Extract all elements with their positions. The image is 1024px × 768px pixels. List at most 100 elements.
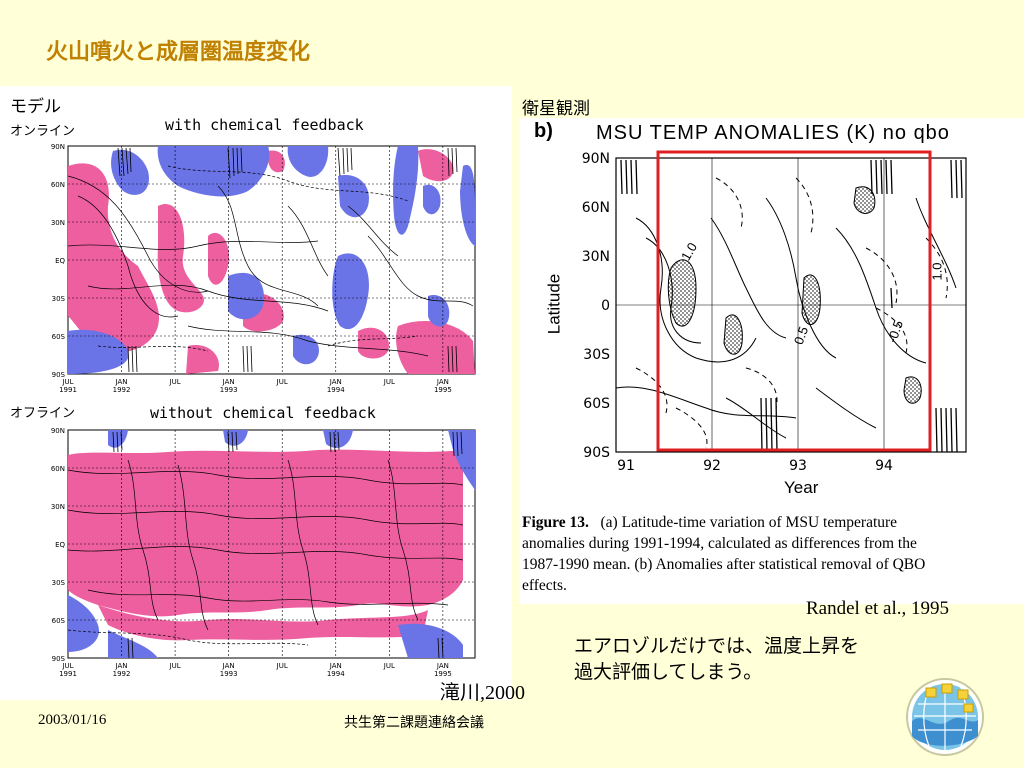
x-tick-label: JAN: [436, 378, 449, 386]
msu-ylabel: Latitude: [544, 273, 564, 335]
note-line: エアロゾルだけでは、温度上昇を: [574, 635, 860, 657]
footer-date: 2003/01/16: [38, 712, 107, 728]
footer-center: 共生第二課題連絡会議: [344, 715, 484, 731]
y-tick-label: 90N: [51, 427, 65, 435]
x-tick-label: 1991: [59, 670, 77, 678]
globe-logo-icon: [906, 678, 984, 756]
caption-line: anomalies during 1991-1994, calculated a…: [522, 535, 917, 552]
msu-contour-plot: 90N 60N 30N 0 30S 60S 90S 91 92 93 94: [582, 150, 967, 474]
x-tick-label: JAN: [222, 662, 235, 670]
positive-anomaly-region: [186, 345, 219, 374]
top-plot-title: with chemical feedback: [165, 116, 364, 134]
y-tick-label: 30S: [52, 295, 66, 303]
positive-anomaly-region: [68, 163, 159, 353]
x-tick-label: JUL: [61, 662, 73, 670]
negative-anomaly-region: [287, 146, 329, 177]
bottom-plot-title: without chemical feedback: [150, 404, 376, 422]
y-tick-label: 60N: [51, 465, 65, 473]
y-tick-label: EQ: [55, 541, 65, 549]
conclusion-note: エアロゾルだけでは、温度上昇を 過大評価してしまう。: [574, 633, 859, 685]
y-tick-label: 90S: [583, 445, 610, 461]
negative-anomaly-region: [332, 253, 369, 330]
panel-letter: b): [534, 120, 553, 142]
negative-anomaly-region: [428, 295, 450, 327]
y-tick-label: 30N: [51, 503, 65, 511]
positive-anomaly-region: [358, 327, 389, 359]
x-tick-label: 1994: [327, 670, 345, 678]
x-tick-label: JUL: [383, 378, 395, 386]
x-tick-label: JUL: [276, 662, 288, 670]
x-tick-label: JAN: [115, 378, 128, 386]
model-citation: 滝川,2000: [440, 682, 525, 704]
negative-anomaly-region: [68, 329, 129, 374]
y-tick-label: 60S: [52, 617, 66, 625]
y-tick-label: 90S: [52, 655, 66, 663]
positive-anomaly-region: [396, 321, 475, 374]
positive-anomaly-region: [267, 150, 285, 173]
x-tick-label: JAN: [329, 662, 342, 670]
x-tick-label: 1994: [327, 386, 345, 394]
y-tick-label: 0: [601, 298, 610, 314]
y-tick-label: 30N: [51, 219, 65, 227]
y-tick-label: 30N: [582, 249, 610, 265]
y-tick-label: 60N: [51, 181, 65, 189]
x-tick-label: 1995: [434, 386, 452, 394]
x-tick-label: 94: [875, 458, 893, 474]
x-tick-label: JUL: [169, 378, 181, 386]
observation-citation: Randel et al., 1995: [806, 598, 949, 619]
msu-plot-title: MSU TEMP ANOMALIES (K) no qbo: [596, 122, 950, 144]
negative-anomaly-region: [423, 184, 441, 215]
y-tick-label: EQ: [55, 257, 65, 265]
x-tick-label: 1991: [59, 386, 77, 394]
negative-anomaly-region: [111, 149, 149, 195]
model-panel: モデル オンライン with chemical feedback 90N 60N 3…: [0, 86, 512, 700]
x-tick-label: 1993: [220, 386, 238, 394]
x-tick-label: 1993: [220, 670, 238, 678]
note-line: 過大評価してしまう。: [574, 661, 763, 683]
msu-xlabel: Year: [784, 478, 819, 497]
positive-anomaly-region: [98, 605, 428, 641]
x-tick-label: JAN: [115, 662, 128, 670]
negative-anomaly-region: [228, 272, 264, 320]
y-tick-label: 60S: [52, 333, 66, 341]
y-tick-label: 90N: [51, 143, 65, 151]
y-tick-label: 60S: [583, 396, 610, 412]
x-tick-label: JUL: [383, 662, 395, 670]
observation-panel: b) MSU TEMP ANOMALIES (K) no qbo 90N 60N 3…: [520, 118, 1024, 604]
x-tick-label: JAN: [329, 378, 342, 386]
highlight-box: [656, 150, 932, 452]
y-tick-label: 30S: [583, 347, 610, 363]
negative-anomaly-region: [460, 165, 475, 246]
offline-label: オフライン: [10, 406, 76, 421]
x-tick-label: 93: [789, 458, 807, 474]
y-tick-label: 30S: [52, 579, 66, 587]
y-tick-label: 60N: [582, 200, 610, 216]
negative-anomaly-region: [223, 430, 248, 446]
negative-anomaly-region: [398, 623, 463, 658]
x-tick-label: JUL: [61, 378, 73, 386]
x-tick-label: 1995: [434, 670, 452, 678]
x-tick-label: 91: [617, 458, 635, 474]
contour-label: 1.0: [929, 262, 945, 281]
satellite-label: 衛星観測: [522, 99, 590, 119]
positive-anomaly-region: [68, 449, 463, 617]
caption-label: Figure 13.: [522, 514, 589, 531]
x-tick-label: 1992: [113, 670, 131, 678]
negative-anomaly-region: [448, 430, 475, 490]
negative-anomaly-region: [338, 175, 369, 218]
figure-caption: Figure 13. (a) Latitude-time variation o…: [522, 512, 1022, 596]
x-tick-label: JUL: [276, 378, 288, 386]
online-label: オンライン: [10, 124, 76, 139]
negative-anomaly-region: [68, 595, 99, 652]
caption-line: 1987-1990 mean. (b) Anomalies after stat…: [522, 556, 926, 573]
y-tick-label: 90N: [582, 151, 610, 167]
positive-anomaly-region: [208, 232, 229, 285]
model-label: モデル: [10, 97, 61, 117]
x-tick-label: 1992: [113, 386, 131, 394]
x-tick-label: JAN: [222, 378, 235, 386]
negative-anomaly-region: [393, 146, 419, 235]
x-tick-label: JUL: [169, 662, 181, 670]
caption-line: effects.: [522, 577, 567, 594]
